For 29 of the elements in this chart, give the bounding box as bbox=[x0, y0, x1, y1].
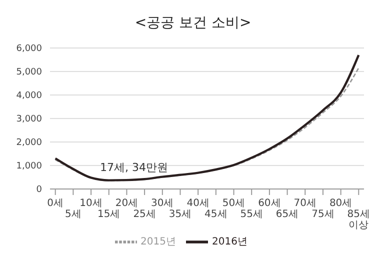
y-tick-label: 6,000 bbox=[16, 44, 42, 54]
x-tick-label: 80세 bbox=[329, 198, 352, 209]
x-tick-label: 10세 bbox=[80, 198, 102, 209]
x-tick-label: 25세 bbox=[133, 209, 156, 220]
x-tick-label: 5세 bbox=[65, 209, 82, 220]
x-tick-label: 60세 bbox=[258, 198, 281, 209]
annotation: 17세, 34만원 bbox=[100, 160, 168, 175]
x-tick-label: 85세 이상 bbox=[347, 209, 370, 231]
x-tick-label: 0세 bbox=[47, 198, 64, 209]
y-tick-label: 5,000 bbox=[16, 68, 42, 78]
y-tick-label: 4,000 bbox=[16, 91, 42, 102]
x-tick-label: 20세 bbox=[115, 198, 138, 209]
chart-title: <공공 보건 소비> bbox=[134, 14, 252, 33]
x-tick-label: 50세 bbox=[222, 198, 246, 209]
x-tick-label: 15세 bbox=[98, 209, 120, 220]
x-tick-label: 30세 bbox=[151, 198, 174, 209]
x-tick-label: 40세 bbox=[186, 198, 210, 209]
x-tick-label: 70세 bbox=[294, 198, 316, 209]
x-tick-label: 65세 bbox=[276, 209, 299, 220]
y-tick-label: 1,000 bbox=[16, 162, 42, 172]
x-tick-label: 45세 bbox=[204, 209, 228, 220]
x-tick-label: 55세 bbox=[240, 209, 263, 220]
legend-label: 2016년 bbox=[212, 236, 248, 248]
legend-label: 2015년 bbox=[140, 236, 176, 248]
y-tick-label: 3,000 bbox=[16, 114, 42, 125]
y-tick-label: 2,000 bbox=[16, 138, 42, 148]
x-tick-label: 75세 bbox=[312, 209, 334, 220]
x-tick-label: 35세 bbox=[168, 209, 192, 220]
y-tick-label: 0 bbox=[36, 185, 42, 196]
